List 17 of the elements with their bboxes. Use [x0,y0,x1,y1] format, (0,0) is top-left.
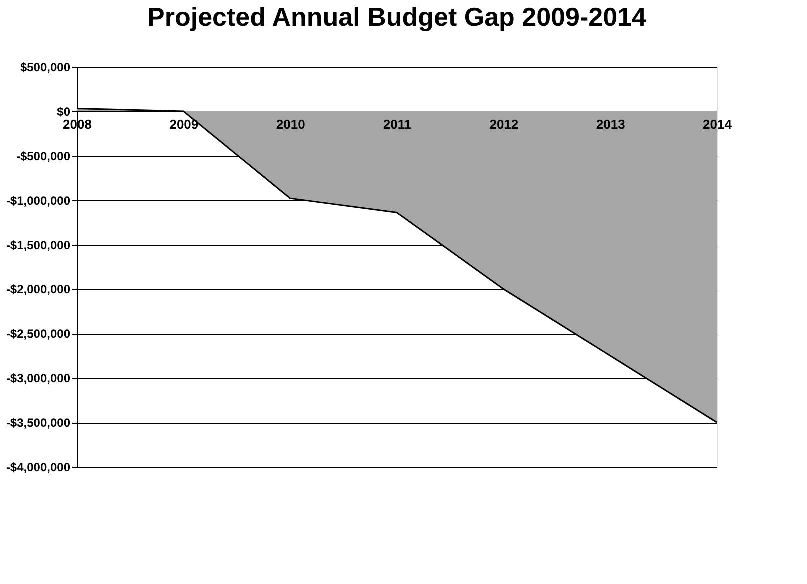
y-tick-label: -$3,500,000 [6,416,71,430]
y-tick-label: -$500,000 [16,149,71,164]
y-tick-label: -$4,000,000 [6,460,71,474]
x-tick-label: 2011 [383,116,412,132]
y-tick-label: $0 [57,104,71,119]
y-tick-label: -$2,000,000 [6,282,71,297]
y-tick-label: -$2,500,000 [6,327,71,342]
x-tick-label: 2010 [276,116,306,132]
y-tick-label: $500,000 [20,60,71,74]
x-tick-label: 2009 [170,116,199,132]
x-tick-label: 2014 [703,116,733,132]
x-tick-label: 2012 [490,116,519,132]
y-tick-label: -$1,500,000 [6,238,71,252]
x-tick-label: 2013 [596,116,626,132]
chart-title: Projected Annual Budget Gap 2009-2014 [148,2,648,32]
y-tick-label: -$1,000,000 [6,194,71,208]
y-tick-label: -$3,000,000 [6,372,71,386]
